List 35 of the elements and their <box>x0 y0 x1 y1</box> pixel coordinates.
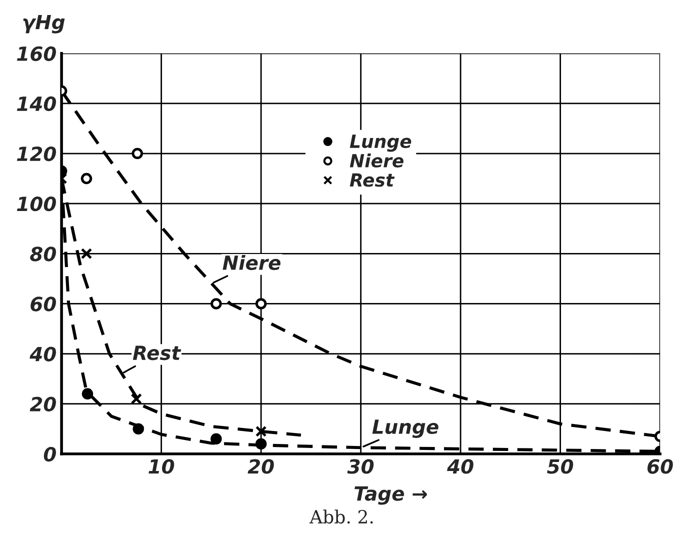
point <box>210 298 222 310</box>
point <box>130 393 142 404</box>
x-tick-label: 60 <box>648 459 673 474</box>
caption: Abb. 2. <box>309 510 373 524</box>
point <box>82 388 94 400</box>
x-axis-title: Tage → <box>354 486 427 505</box>
y-tick-label: 0 <box>44 446 56 462</box>
legend-label: Lunge <box>350 134 412 152</box>
annotation: Niere <box>222 255 280 270</box>
point <box>255 438 267 450</box>
point <box>80 172 92 184</box>
legend-label: Rest <box>350 173 395 187</box>
y-tick-label: 100 <box>16 196 56 212</box>
y-tick-label: 140 <box>16 96 56 112</box>
point <box>255 426 267 438</box>
y-tick-label: 60 <box>30 296 56 312</box>
y-tick-label: 40 <box>30 346 56 362</box>
legend-label: Niere <box>350 154 404 168</box>
y-tick-label: 160 <box>16 46 56 62</box>
y-tick-label: 20 <box>30 396 56 412</box>
annotation: Rest <box>132 346 182 360</box>
point <box>132 423 144 435</box>
x-tick-label: 20 <box>248 459 274 474</box>
y-axis-title: γHg <box>23 15 65 34</box>
x-tick-label: 10 <box>148 459 174 474</box>
x-tick-label: 50 <box>547 459 574 474</box>
point <box>210 433 222 445</box>
x-tick-label: 30 <box>347 459 374 474</box>
y-tick-label: 80 <box>30 246 56 262</box>
point <box>255 298 267 310</box>
annotation: Lunge <box>372 420 438 438</box>
point <box>132 148 144 160</box>
x-tick-label: 40 <box>447 459 474 474</box>
y-tick-label: 120 <box>16 146 56 162</box>
point <box>80 248 92 260</box>
